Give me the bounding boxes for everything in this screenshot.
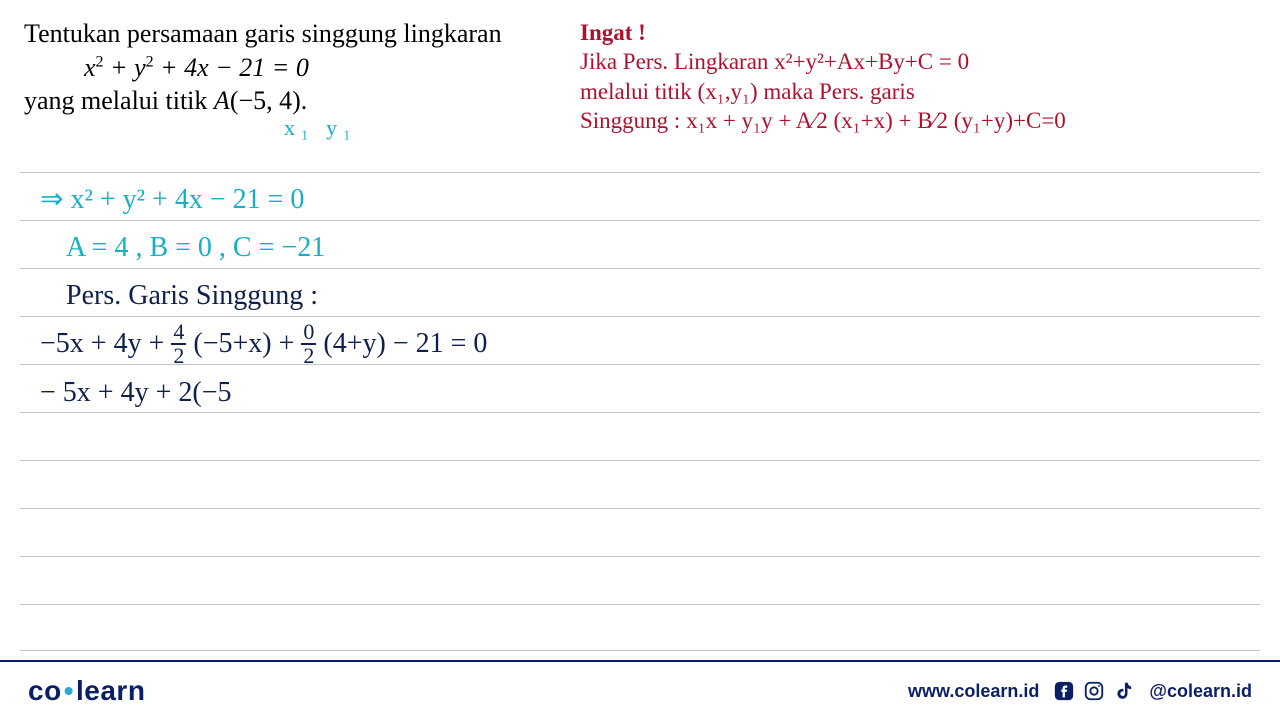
- remember-line-1: Jika Pers. Lingkaran x²+y²+Ax+By+C = 0: [580, 47, 1256, 76]
- xy-annotation: x₁ y₁: [284, 115, 564, 141]
- social-icons: [1053, 680, 1135, 702]
- work-l4-pre: −5x + 4y +: [40, 328, 171, 359]
- rule-line: [20, 172, 1260, 173]
- rule-line: [20, 650, 1260, 651]
- instagram-icon: [1083, 680, 1105, 702]
- work-line-3: Pers. Garis Singgung :: [66, 272, 1240, 320]
- top-section: Tentukan persamaan garis singgung lingka…: [24, 18, 1256, 141]
- fraction-4-over-2: 42: [171, 321, 186, 367]
- work-l4-post: (4+y) − 21 = 0: [323, 328, 487, 359]
- work-line-1: ⇒ x² + y² + 4x − 21 = 0: [40, 176, 1240, 224]
- problem-equation: x2 + y2 + 4x − 21 = 0: [84, 53, 564, 83]
- fraction-0-over-2: 02: [301, 321, 316, 367]
- rule-line: [20, 604, 1260, 605]
- facebook-icon: [1053, 680, 1075, 702]
- footer: co•learn www.colearn.id @colearn.id: [0, 660, 1280, 720]
- problem-line-3: yang melalui titik A(−5, 4).: [24, 85, 564, 118]
- rule-line: [20, 556, 1260, 557]
- remember-box: Ingat ! Jika Pers. Lingkaran x²+y²+Ax+By…: [580, 18, 1256, 136]
- logo-co: co: [28, 675, 62, 706]
- logo-dot-icon: •: [62, 675, 76, 706]
- remember-line-2: melalui titik (x₁,y₁) maka Pers. garis: [580, 77, 1256, 106]
- page: Tentukan persamaan garis singgung lingka…: [0, 0, 1280, 720]
- work-line-4: −5x + 4y + 42 (−5+x) + 02 (4+y) − 21 = 0: [40, 320, 1240, 369]
- work-line-2: A = 4 , B = 0 , C = −21: [66, 224, 1240, 272]
- work-line-5: − 5x + 4y + 2(−5: [40, 369, 1240, 417]
- problem-statement: Tentukan persamaan garis singgung lingka…: [24, 18, 564, 141]
- work-l4-mid: (−5+x) +: [193, 328, 301, 359]
- footer-right: www.colearn.id @colearn.id: [908, 680, 1252, 702]
- remember-line-3: Singgung : x₁x + y₁y + A⁄2 (x₁+x) + B⁄2 …: [580, 106, 1256, 135]
- problem-line-1: Tentukan persamaan garis singgung lingka…: [24, 18, 564, 51]
- footer-url: www.colearn.id: [908, 681, 1039, 702]
- remember-title: Ingat !: [580, 18, 1256, 47]
- rule-line: [20, 508, 1260, 509]
- brand-logo: co•learn: [28, 675, 145, 707]
- problem-equation-text: x2 + y2 + 4x − 21 = 0: [84, 53, 309, 82]
- worked-solution: ⇒ x² + y² + 4x − 21 = 0 A = 4 , B = 0 , …: [40, 176, 1240, 417]
- rule-line: [20, 460, 1260, 461]
- logo-learn: learn: [76, 675, 145, 706]
- footer-handle: @colearn.id: [1149, 681, 1252, 702]
- tiktok-icon: [1113, 680, 1135, 702]
